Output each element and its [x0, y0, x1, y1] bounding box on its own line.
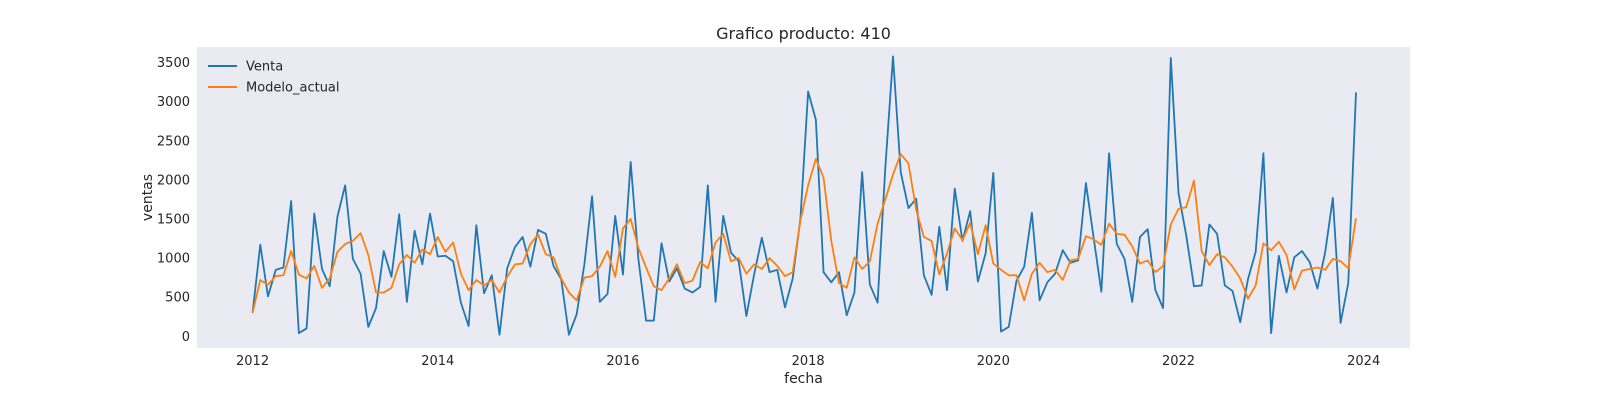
y-tick-label: 3000	[157, 95, 190, 110]
y-axis-label: ventas	[140, 174, 156, 221]
chart-title: Grafico producto: 410	[716, 24, 891, 43]
x-tick-label: 2012	[236, 354, 269, 369]
y-tick-label: 2500	[157, 134, 190, 149]
x-tick-label: 2016	[606, 354, 639, 369]
x-tick-label: 2018	[792, 354, 825, 369]
x-tick-label: 2014	[421, 354, 454, 369]
y-tick-label: 0	[182, 330, 190, 345]
y-axis-ticks: 0 500 1000 1500 2000 2500 3000 3500	[157, 56, 190, 345]
y-tick-label: 2000	[157, 173, 190, 188]
x-tick-label: 2020	[977, 354, 1010, 369]
plot-background	[197, 47, 1410, 348]
x-tick-label: 2024	[1347, 354, 1380, 369]
x-tick-label: 2022	[1162, 354, 1195, 369]
legend-label: Modelo_actual	[246, 81, 340, 96]
y-tick-label: 3500	[157, 56, 190, 71]
y-tick-label: 1500	[157, 213, 190, 228]
series-line-venta	[251, 55, 1357, 336]
series-group	[251, 55, 1357, 336]
x-axis-label: fecha	[784, 371, 823, 387]
legend: Venta Modelo_actual	[208, 60, 340, 96]
y-tick-label: 500	[165, 291, 190, 306]
y-tick-label: 1000	[157, 252, 190, 267]
x-axis-ticks: 2012 2014 2016 2018 2020 2022 2024	[236, 354, 1380, 369]
legend-label: Venta	[246, 60, 283, 75]
series-line-modelo-actual	[251, 153, 1357, 314]
